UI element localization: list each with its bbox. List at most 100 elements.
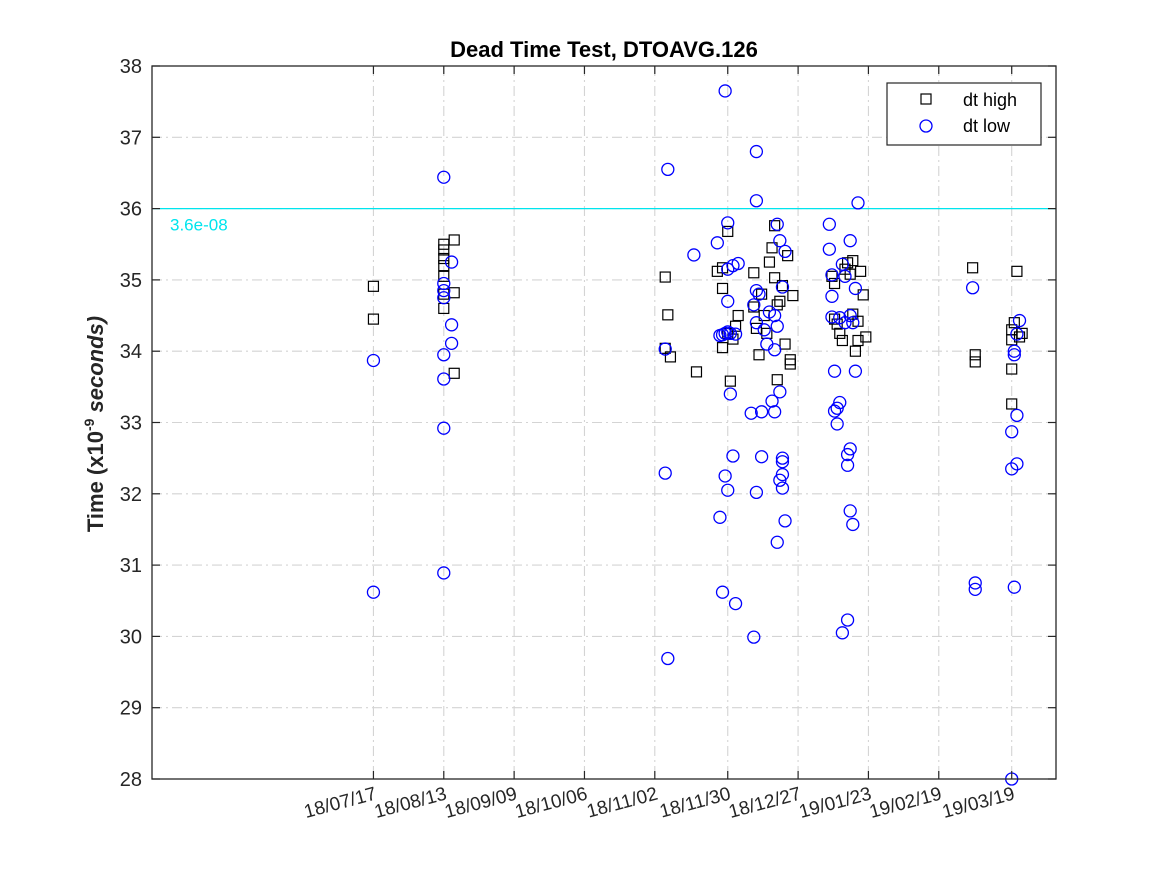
- dt-high-marker: [1006, 363, 1018, 375]
- dt-low-marker: [1012, 313, 1027, 328]
- dt-high-marker: [438, 270, 450, 282]
- series-dt-low: [366, 84, 1027, 786]
- dt-low-marker: [747, 630, 761, 644]
- dt-low-marker: [752, 287, 766, 301]
- y-tick-label: 34: [120, 341, 142, 363]
- y-tick-label: 35: [120, 270, 142, 292]
- dt-high-marker: [1016, 327, 1028, 339]
- dt-low-marker: [968, 576, 982, 590]
- dt-low-marker: [770, 319, 784, 333]
- dt-low-marker: [833, 395, 847, 410]
- dt-low-marker: [835, 626, 850, 640]
- threshold-group: 3.6e-08: [152, 207, 1056, 235]
- dt-low-marker: [437, 283, 451, 298]
- dt-low-marker: [747, 298, 761, 312]
- dt-low-marker: [721, 483, 735, 497]
- dt-high-marker: [716, 282, 729, 295]
- dt-high-marker: [836, 334, 848, 347]
- dt-low-marker: [825, 268, 839, 282]
- dt-high-marker: [857, 289, 869, 301]
- dt-high-marker: [1006, 398, 1018, 410]
- dt-low-marker: [437, 421, 451, 435]
- dt-low-marker: [827, 364, 842, 378]
- dt-high-marker: [448, 367, 460, 379]
- dt-low-marker: [444, 318, 459, 332]
- dt-high-marker: [724, 375, 736, 387]
- dt-high-marker: [779, 338, 791, 350]
- dt-high-marker: [438, 244, 450, 256]
- dt-high-marker: [769, 220, 781, 232]
- chart-title: Dead Time Test, DTOAVG.126: [450, 37, 758, 62]
- dt-low-marker: [843, 442, 857, 456]
- legend-label-dt-high: dt high: [963, 90, 1017, 110]
- dt-high-marker: [852, 334, 864, 347]
- dt-high-marker: [787, 289, 799, 302]
- dt-low-marker: [773, 234, 787, 248]
- dt-high-marker: [771, 374, 783, 386]
- dt-high-marker: [774, 295, 786, 307]
- dt-high-marker: [769, 272, 781, 284]
- dt-low-marker: [1007, 348, 1021, 362]
- dt-low-marker: [1010, 327, 1024, 341]
- dt-low-marker: [838, 316, 852, 330]
- dt-low-marker: [718, 326, 732, 341]
- dt-high-marker: [690, 366, 703, 378]
- dt-low-marker: [713, 510, 727, 524]
- dt-low-marker: [846, 316, 860, 330]
- dt-low-marker: [843, 308, 857, 323]
- dt-low-marker: [822, 242, 836, 256]
- y-axis-label-exponent: -9: [81, 418, 97, 431]
- dt-low-marker: [437, 348, 451, 362]
- dt-low-marker: [728, 596, 743, 611]
- dt-low-marker: [775, 455, 790, 469]
- dt-low-marker: [1005, 425, 1019, 439]
- grid-lines: [152, 66, 1056, 779]
- dt-high-marker: [753, 349, 765, 361]
- dt-high-marker: [782, 250, 794, 262]
- dt-low-marker: [749, 194, 764, 208]
- legend-circle-marker: [919, 119, 933, 133]
- dt-low-marker: [728, 327, 743, 341]
- y-tick-label: 36: [120, 199, 142, 221]
- dt-low-marker: [1007, 580, 1021, 594]
- y-tick-label: 37: [120, 127, 142, 149]
- dt-low-marker: [840, 613, 855, 627]
- dt-high-marker: [662, 309, 674, 321]
- dt-low-marker: [754, 405, 769, 419]
- dt-low-marker: [754, 450, 769, 464]
- dt-low-marker: [744, 406, 758, 420]
- dt-low-marker: [444, 255, 459, 269]
- dt-high-marker: [732, 309, 744, 322]
- dt-low-marker: [437, 276, 451, 291]
- dt-low-marker: [848, 364, 863, 378]
- dt-low-marker: [773, 385, 787, 399]
- dt-low-marker: [775, 481, 790, 495]
- dt-low-marker: [749, 485, 764, 500]
- dt-high-marker: [438, 260, 450, 272]
- dt-high-marker: [766, 242, 778, 254]
- dt-low-marker: [366, 585, 381, 599]
- dt-low-marker: [749, 316, 764, 330]
- dt-low-marker: [726, 449, 740, 463]
- dt-high-marker: [828, 277, 841, 290]
- dt-low-marker: [770, 535, 784, 549]
- dt-high-marker: [834, 327, 846, 339]
- dt-high-marker: [969, 349, 981, 361]
- dt-high-marker: [855, 265, 867, 277]
- dt-low-marker: [1007, 344, 1021, 358]
- dt-low-marker: [825, 310, 839, 324]
- dt-low-marker: [718, 84, 732, 98]
- dt-low-marker: [846, 517, 860, 532]
- y-tick-label: 29: [120, 698, 142, 720]
- dt-low-marker: [437, 170, 451, 184]
- dt-low-marker: [658, 342, 672, 356]
- legend-square-marker: [920, 93, 932, 105]
- y-axis-label-text: Time (x10: [83, 431, 108, 532]
- dt-low-marker: [775, 467, 790, 482]
- dt-low-marker: [444, 336, 459, 351]
- threshold-label: 3.6e-08: [170, 216, 228, 235]
- dt-low-marker: [830, 417, 844, 431]
- dt-low-marker: [437, 291, 451, 305]
- legend: dt high dt low: [886, 82, 1042, 146]
